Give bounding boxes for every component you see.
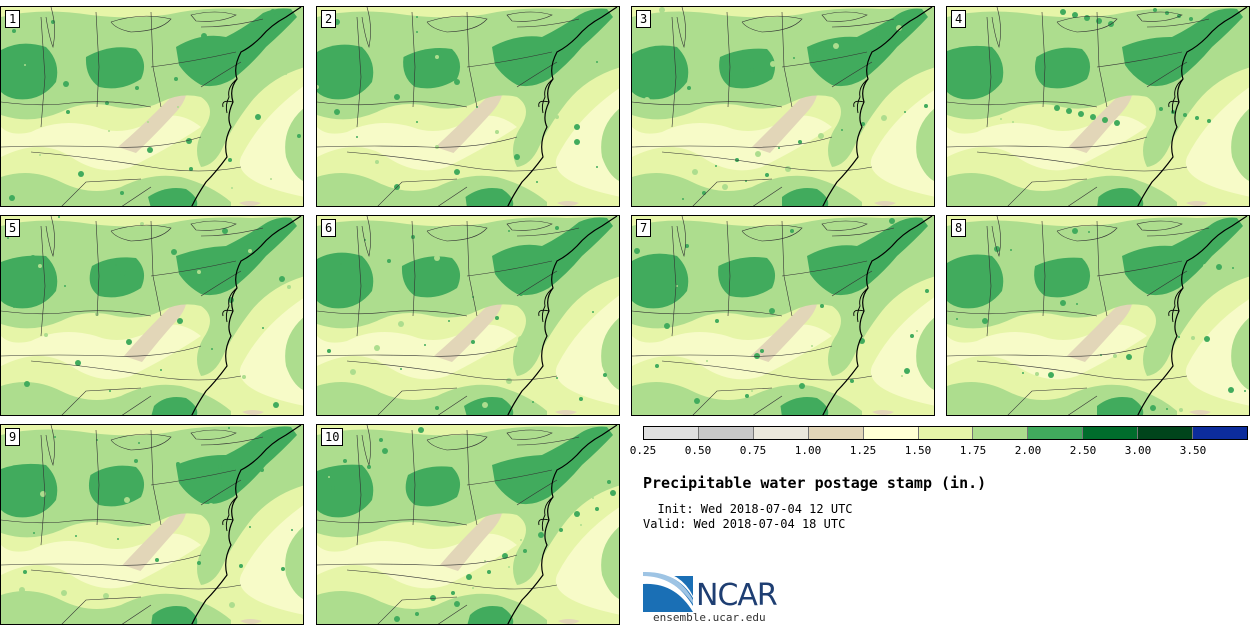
precipitable-water-map	[1, 216, 303, 415]
tick-label: 2.50	[1069, 444, 1097, 457]
map-panel-9: 9	[0, 424, 304, 625]
colorbar-segment	[918, 427, 974, 439]
colorbar-segment	[698, 427, 754, 439]
map-panel-6: 6	[316, 215, 620, 416]
member-label: 8	[951, 219, 967, 237]
member-label: 5	[5, 219, 21, 237]
chart-title: Precipitable water postage stamp (in.)	[643, 474, 987, 492]
map-panel-5: 5	[0, 215, 304, 416]
colorbar-segment	[1193, 427, 1247, 439]
tick-label: 0.50	[684, 444, 712, 457]
member-label: 4	[951, 10, 967, 28]
tick-label: 2.00	[1014, 444, 1042, 457]
precipitable-water-map	[632, 7, 934, 206]
tick-label: 1.00	[794, 444, 822, 457]
member-label: 10	[321, 428, 344, 446]
precipitable-water-map	[947, 7, 1249, 206]
member-label: 2	[321, 10, 337, 28]
tick-label: 0.25	[629, 444, 657, 457]
member-label: 3	[636, 10, 652, 28]
precipitable-water-map	[1, 7, 303, 206]
ncar-logo-icon	[643, 570, 693, 612]
colorbar-ticks: 0.25 0.50 0.75 1.00 1.25 1.50 1.75 2.00 2.50 3.00…	[630, 444, 1260, 460]
member-label: 6	[321, 219, 337, 237]
member-label: 7	[636, 219, 652, 237]
precipitable-water-map	[317, 7, 619, 206]
valid-time: Valid: Wed 2018-07-04 18 UTC	[643, 517, 846, 531]
colorbar-segment	[644, 427, 699, 439]
colorbar-segment	[808, 427, 864, 439]
precipitable-water-map	[317, 216, 619, 415]
colorbar-segment	[753, 427, 809, 439]
map-panel-2: 2	[316, 6, 620, 207]
init-time: Init: Wed 2018-07-04 12 UTC	[643, 502, 853, 516]
ncar-logo-text: NCAR	[696, 578, 778, 613]
logo-url: ensemble.ucar.edu	[653, 611, 766, 624]
map-panel-4: 4	[946, 6, 1250, 207]
colorbar-segment	[1028, 427, 1084, 439]
map-panel-3: 3	[631, 6, 935, 207]
colorbar-segment	[973, 427, 1029, 439]
colorbar-segment	[1138, 427, 1194, 439]
member-label: 9	[5, 428, 21, 446]
precipitable-water-map	[632, 216, 934, 415]
tick-label: 1.25	[849, 444, 877, 457]
precipitable-water-map	[317, 425, 619, 624]
tick-label: 1.50	[904, 444, 932, 457]
colorbar-segment	[863, 427, 919, 439]
tick-label: 1.75	[959, 444, 987, 457]
tick-label: 3.50	[1179, 444, 1207, 457]
map-panel-10: 10	[316, 424, 620, 625]
tick-label: 0.75	[739, 444, 767, 457]
map-panel-7: 7	[631, 215, 935, 416]
precipitable-water-map	[947, 216, 1249, 415]
tick-label: 3.00	[1124, 444, 1152, 457]
colorbar	[643, 426, 1248, 440]
colorbar-segment	[1083, 427, 1139, 439]
member-label: 1	[5, 10, 21, 28]
map-panel-1: 1	[0, 6, 304, 207]
precipitable-water-map	[1, 425, 303, 624]
map-panel-8: 8	[946, 215, 1250, 416]
